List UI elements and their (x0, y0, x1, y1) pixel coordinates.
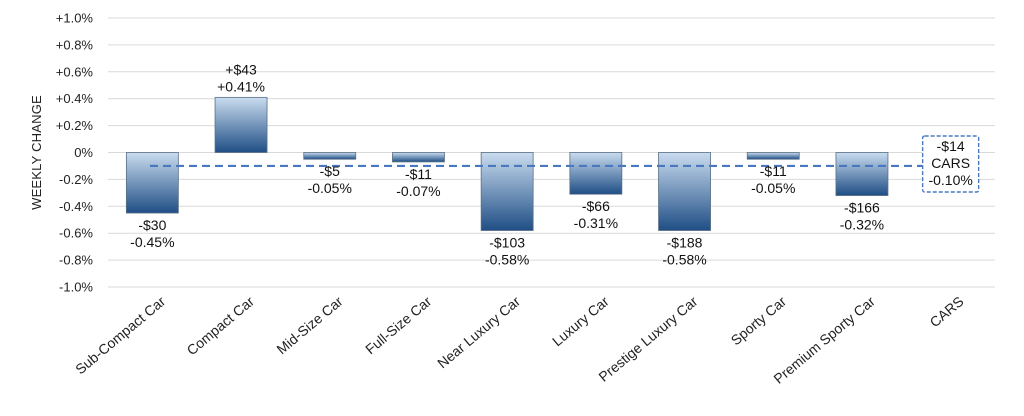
data-label: -$30 (138, 217, 166, 233)
x-tick-label: Sub-Compact Car (72, 293, 168, 377)
x-axis-categories: Sub-Compact Car Compact Car Mid-Size Car Fu… (72, 293, 966, 387)
bar-sub-compact-car (125, 152, 179, 214)
bar-sporty-car (746, 152, 800, 160)
y-axis-label: WEEKLY CHANGE (29, 95, 44, 210)
y-axis-ticks: +1.0% +0.8% +0.6% +0.4% +0.2% 0% -0.2% -0.4% -0.… (56, 11, 94, 295)
bar-mid-size-car (303, 152, 357, 160)
data-label: -0.10% (928, 172, 972, 188)
data-label: -$14 (937, 138, 965, 154)
y-tick-label: 0% (74, 145, 93, 160)
x-tick-label: Luxury Car (549, 293, 612, 349)
y-tick-label: -0.6% (59, 226, 93, 241)
data-label: -$66 (582, 198, 610, 214)
bar-full-size-car (392, 152, 445, 163)
y-tick-label: -0.4% (59, 199, 93, 214)
data-label: -0.05% (751, 180, 795, 196)
data-label: -0.58% (485, 252, 529, 268)
x-tick-label: Sporty Car (728, 293, 790, 348)
data-label: -0.32% (840, 217, 884, 233)
bar-near-luxury-car (480, 152, 534, 231)
data-label: -$103 (489, 235, 525, 251)
x-tick-label: Mid-Size Car (273, 293, 346, 357)
data-label: -$166 (844, 200, 880, 216)
y-tick-label: -0.8% (59, 253, 93, 268)
x-tick-label: Full-Size Car (362, 293, 435, 357)
x-tick-label: Prestige Luxury Car (595, 293, 700, 385)
data-label: -$5 (320, 163, 340, 179)
cars-label-box (921, 135, 980, 193)
y-tick-label: +0.4% (56, 91, 94, 106)
data-label: +$43 (225, 61, 257, 77)
data-label: +0.41% (217, 78, 265, 94)
y-tick-label: -1.0% (59, 280, 93, 295)
data-label: -$11 (760, 163, 787, 179)
data-label: -$188 (667, 235, 703, 251)
y-tick-label: -0.2% (59, 172, 93, 187)
data-label: -0.58% (662, 252, 706, 268)
data-label: CARS (931, 155, 970, 171)
bar-prestige-luxury-car (658, 152, 711, 231)
x-tick-label: CARS (926, 293, 966, 330)
y-tick-label: +0.6% (56, 64, 94, 79)
bar-compact-car (214, 96, 268, 153)
data-label: -$11 (405, 166, 432, 182)
x-tick-label: Near Luxury Car (434, 293, 523, 371)
y-tick-label: +1.0% (56, 11, 94, 26)
data-label: -0.07% (396, 183, 440, 199)
y-tick-label: +0.8% (56, 37, 94, 52)
y-tick-label: +0.2% (56, 118, 94, 133)
data-label: -0.31% (574, 215, 618, 231)
bar-luxury-car (569, 152, 623, 195)
data-label: -0.45% (130, 234, 174, 250)
x-tick-label: Compact Car (184, 293, 258, 358)
bars (125, 96, 889, 231)
bar-premium-sporty-car (835, 152, 889, 196)
data-label: -0.05% (308, 180, 352, 196)
data-labels: -$30-0.45%+$43+0.41%-$5-0.05%-$11-0.07%-… (130, 61, 980, 268)
